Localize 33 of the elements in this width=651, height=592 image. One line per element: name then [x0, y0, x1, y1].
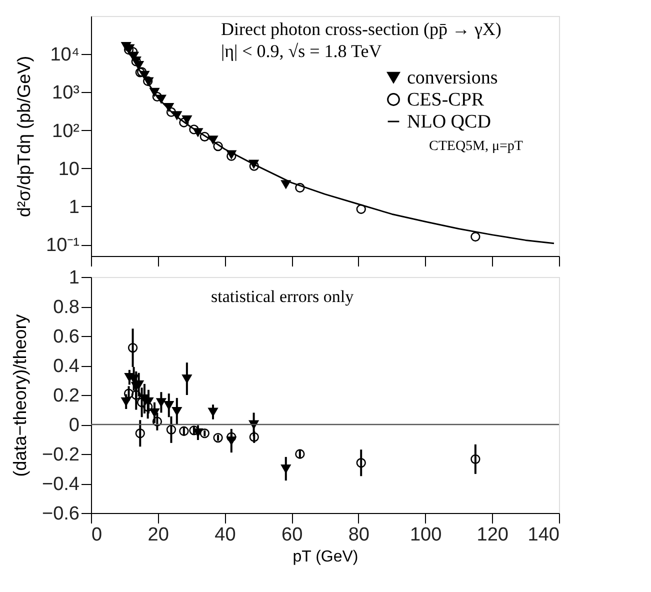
y-tick-label: 0: [68, 415, 80, 436]
y-tick-label: −0.4: [42, 474, 80, 495]
y-tick-label: 0.6: [53, 326, 80, 348]
y-tick-label: −0.6: [42, 504, 80, 524]
x-tick-label: 100: [410, 524, 442, 546]
y-tick-label: 10²: [52, 120, 80, 142]
annotation: Direct photon cross-section (pp̄ → γX): [221, 19, 502, 39]
legend-label: NLO QCD: [407, 112, 491, 132]
y-axis-title: d²σ/dpTdη (pb/GeV): [14, 56, 34, 218]
x-tick-label: 140: [528, 524, 560, 546]
y-tick-label: 10³: [52, 82, 80, 104]
y-tick-label: 10: [58, 158, 80, 180]
x-tick-label: 40: [214, 524, 236, 546]
y-tick-label: 10⁻¹: [46, 235, 80, 256]
legend-label: CES-CPR: [407, 90, 484, 110]
y-axis-title: (data−theory)/theory: [10, 314, 30, 477]
x-tick-label: 60: [282, 524, 303, 546]
legend-label: conversions: [407, 68, 498, 88]
y-tick-label: 0.2: [53, 386, 80, 406]
x-tick-label: 0: [92, 524, 102, 546]
y-tick-label: 1: [68, 268, 80, 288]
x-tick-label: 120: [476, 524, 508, 546]
y-tick-label: 10⁴: [50, 44, 80, 66]
y-tick-label: 0.4: [53, 356, 80, 377]
y-tick-label: −0.2: [42, 444, 80, 466]
annotation: |η| < 0.9, √s = 1.8 TeV: [221, 41, 382, 61]
x-tick-label: 80: [348, 524, 370, 546]
annotation: statistical errors only: [211, 287, 354, 306]
x-axis-title: pT (GeV): [292, 548, 358, 566]
y-tick-label: 0.8: [53, 297, 80, 318]
y-tick-label: 1: [68, 196, 80, 218]
annotation: CTEQ5M, μ=pT: [429, 139, 524, 154]
x-tick-label: 20: [148, 524, 169, 546]
